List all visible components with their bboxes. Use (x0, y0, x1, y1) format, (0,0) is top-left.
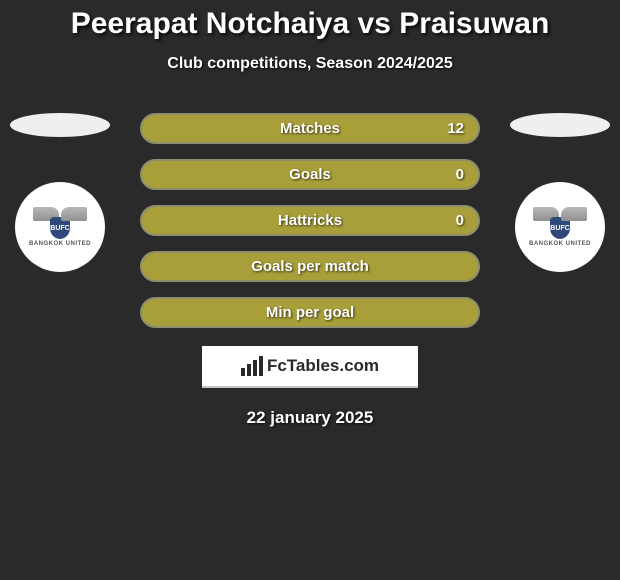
stat-row-goals-per-match: Goals per match (140, 251, 480, 282)
page-title: Peerapat Notchaiya vs Praisuwan (0, 7, 620, 41)
player-left-marker (10, 113, 110, 137)
club-badge-left: BUFC BANGKOK UNITED (15, 182, 105, 272)
badge-club-name: BANGKOK UNITED (29, 241, 91, 247)
club-badge-right: BUFC BANGKOK UNITED (515, 182, 605, 272)
wing-icon (561, 207, 587, 221)
player-right-column: BUFC BANGKOK UNITED (510, 113, 610, 272)
stat-row-matches: Matches 12 (140, 113, 480, 144)
brand-text: FcTables.com (267, 356, 379, 376)
brand-attribution: FcTables.com (202, 346, 418, 388)
stat-value: 0 (456, 212, 464, 229)
stat-value: 0 (456, 166, 464, 183)
snapshot-date: 22 january 2025 (0, 408, 620, 428)
badge-graphic: BUFC BANGKOK UNITED (29, 207, 91, 247)
comparison-infographic: Peerapat Notchaiya vs Praisuwan Club com… (0, 0, 620, 433)
stat-label: Goals (289, 166, 331, 183)
page-subtitle: Club competitions, Season 2024/2025 (0, 55, 620, 73)
stat-label: Matches (280, 120, 340, 137)
stat-row-min-per-goal: Min per goal (140, 297, 480, 328)
stat-label: Hattricks (278, 212, 342, 229)
badge-club-name: BANGKOK UNITED (529, 241, 591, 247)
player-left-column: BUFC BANGKOK UNITED (10, 113, 110, 272)
stat-value: 12 (447, 120, 464, 137)
stat-row-goals: Goals 0 (140, 159, 480, 190)
badge-graphic: BUFC BANGKOK UNITED (529, 207, 591, 247)
stat-label: Goals per match (251, 258, 369, 275)
stat-row-hattricks: Hattricks 0 (140, 205, 480, 236)
wing-icon (61, 207, 87, 221)
comparison-row: BUFC BANGKOK UNITED Matches 12 Goals 0 H… (0, 113, 620, 328)
chart-icon (241, 356, 263, 376)
stats-list: Matches 12 Goals 0 Hattricks 0 Goals per… (140, 113, 480, 328)
player-right-marker (510, 113, 610, 137)
stat-label: Min per goal (266, 304, 354, 321)
